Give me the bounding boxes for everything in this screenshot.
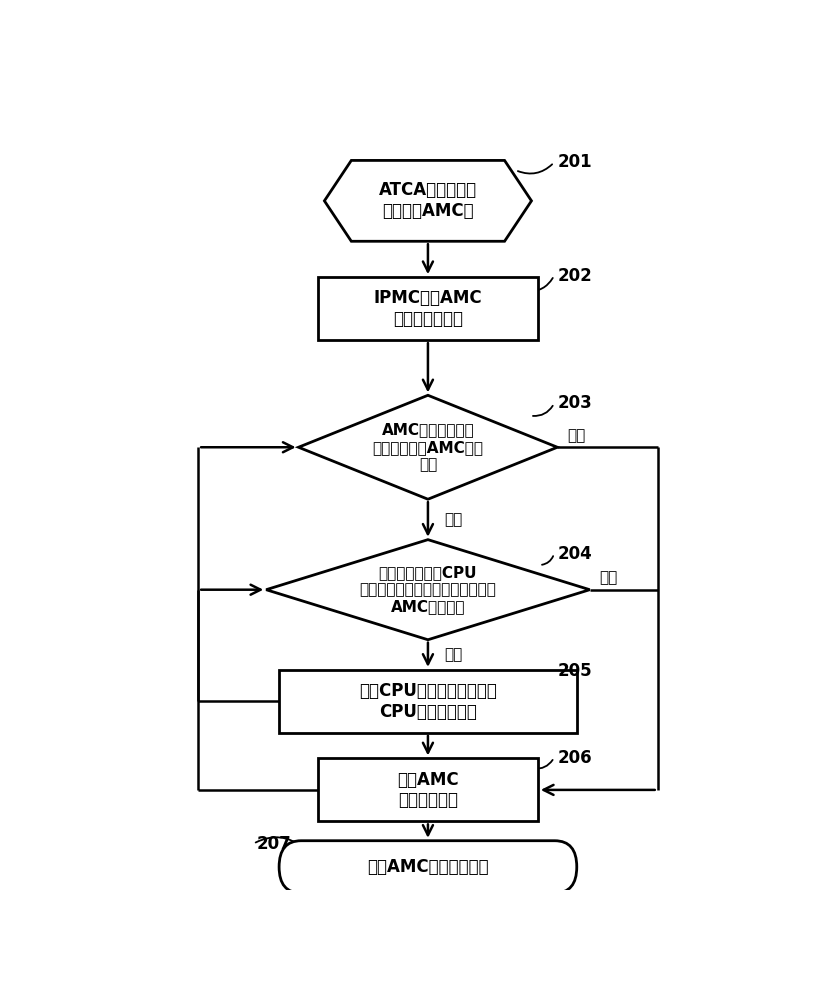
Text: 202: 202: [558, 267, 592, 285]
Polygon shape: [266, 540, 590, 640]
Text: 调整CPU和内存频率，降低
CPU和内存的功率: 调整CPU和内存频率，降低 CPU和内存的功率: [359, 682, 497, 721]
Text: 201: 201: [558, 153, 592, 171]
Text: AMC卡额定功率是
否大于分配的AMC模块
功率: AMC卡额定功率是 否大于分配的AMC模块 功率: [372, 422, 483, 472]
FancyBboxPatch shape: [279, 841, 577, 893]
Text: 大于: 大于: [600, 571, 618, 586]
Text: IPMC获取AMC
卡额定功率信息: IPMC获取AMC 卡额定功率信息: [373, 289, 483, 328]
FancyBboxPatch shape: [318, 758, 538, 821]
Text: 小于: 小于: [444, 647, 463, 662]
FancyBboxPatch shape: [318, 277, 538, 340]
Text: 206: 206: [558, 749, 592, 767]
Text: 大于: 大于: [444, 512, 463, 527]
Text: 203: 203: [558, 394, 592, 412]
Polygon shape: [324, 160, 531, 241]
Text: 205: 205: [558, 662, 592, 680]
Text: 207: 207: [256, 835, 291, 853]
FancyBboxPatch shape: [279, 670, 577, 733]
Text: 小于: 小于: [567, 428, 585, 443]
Text: 调整AMC
模块功率分配: 调整AMC 模块功率分配: [397, 770, 458, 809]
Text: 电源最大功率与CPU
和内存模块当前功率差额是否大于
AMC额定功率: 电源最大功率与CPU 和内存模块当前功率差额是否大于 AMC额定功率: [360, 565, 496, 615]
Text: 204: 204: [558, 545, 592, 563]
Text: 使能AMC模块电源通道: 使能AMC模块电源通道: [367, 858, 488, 876]
Polygon shape: [299, 395, 558, 499]
Text: ATCA单板正常工
作，插入AMC卡: ATCA单板正常工 作，插入AMC卡: [379, 181, 477, 220]
